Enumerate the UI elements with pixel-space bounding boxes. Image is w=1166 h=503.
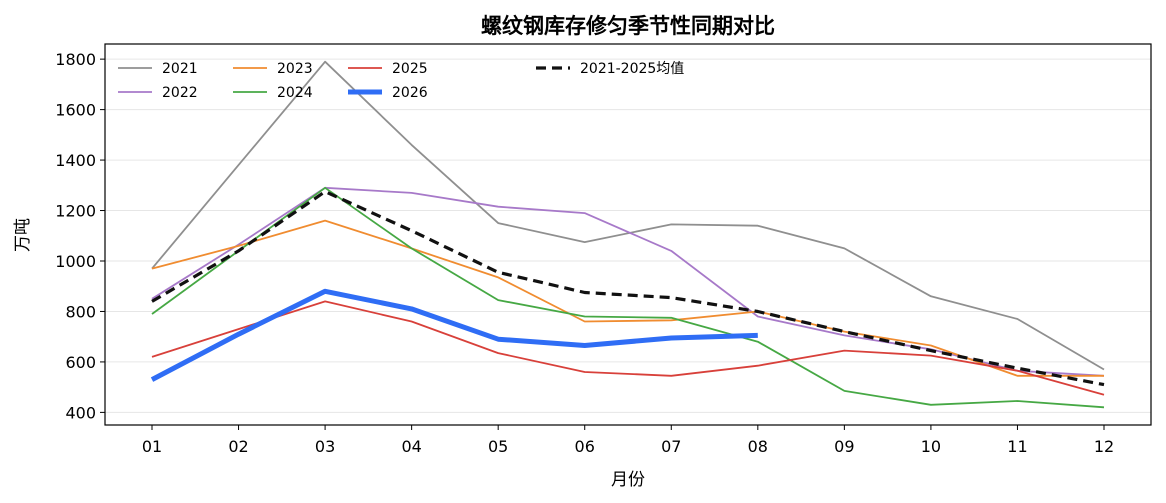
- plot-frame: [104, 43, 1152, 426]
- series-lines: [150, 60, 1105, 409]
- legend-label: 2022: [162, 85, 198, 101]
- series-line-2021-2025均值: [151, 190, 1105, 387]
- legend-item: 2025: [348, 61, 428, 77]
- x-tick-label: 08: [748, 437, 768, 456]
- x-tick-label: 12: [1094, 437, 1114, 456]
- y-tick-label: 1800: [55, 50, 96, 69]
- series-line-2024: [151, 186, 1105, 409]
- series-line-2025: [151, 300, 1105, 396]
- y-tick-label: 1600: [55, 101, 96, 120]
- legend-label: 2024: [277, 85, 313, 101]
- legend-item: 2021: [118, 61, 198, 77]
- series-line-2021: [151, 60, 1105, 371]
- legend-item: 2023: [233, 61, 313, 77]
- x-tick-label: 09: [834, 437, 854, 456]
- legend-item: 2024: [233, 85, 313, 101]
- chart-title: 螺纹钢库存修匀季节性同期对比: [481, 14, 775, 38]
- legend-label: 2025: [392, 61, 428, 77]
- x-tick-label: 11: [1007, 437, 1027, 456]
- x-tick-label: 07: [661, 437, 681, 456]
- series-line-2026: [150, 288, 758, 382]
- y-tick-label: 1000: [55, 252, 96, 271]
- legend-item: 2026: [348, 85, 428, 101]
- x-tick-label: 06: [575, 437, 595, 456]
- legend-label: 2021-2025均值: [580, 61, 684, 77]
- x-tick-label: 03: [315, 437, 335, 456]
- legend: 2021 2022 2023 2024 2025 2021-2025均值 2026: [118, 61, 684, 101]
- y-tick-label: 400: [65, 403, 96, 422]
- x-tick-label: 10: [921, 437, 941, 456]
- y-tick-label: 1400: [55, 151, 96, 170]
- series-line-2023: [151, 219, 1104, 377]
- series-line-2022: [151, 186, 1105, 377]
- x-tick-label: 04: [401, 437, 421, 456]
- y-tick-label: 600: [65, 353, 96, 372]
- legend-label: 2023: [277, 61, 313, 77]
- x-axis-label: 月份: [611, 470, 645, 490]
- y-axis-label: 万吨: [13, 218, 33, 252]
- legend-label: 2021: [162, 61, 198, 77]
- x-tick-label: 02: [228, 437, 248, 456]
- legend-item: 2022: [118, 85, 198, 101]
- legend-item: 2021-2025均值: [536, 61, 684, 77]
- x-axis: 01 02 03 04 05 06 07 08 09 10 11 12: [142, 425, 1114, 456]
- x-tick-label: 05: [488, 437, 508, 456]
- x-tick-label: 01: [142, 437, 162, 456]
- legend-label: 2026: [392, 85, 428, 101]
- y-tick-label: 800: [65, 302, 96, 321]
- y-tick-label: 1200: [55, 202, 96, 221]
- y-axis: 400 600 800 1000 1200 1400 1600 1800: [55, 50, 105, 422]
